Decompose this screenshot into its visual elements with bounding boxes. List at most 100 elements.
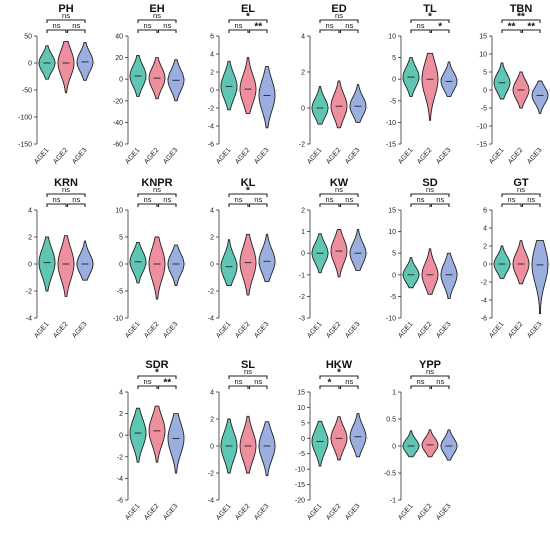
y-tick-label: 5 [392,55,396,62]
panel-title: KRN [54,177,78,189]
significance-label: ns [62,11,70,20]
x-tick-label: AGE2 [143,503,160,522]
violin-age1 [129,241,147,284]
x-tick-label: AGE1 [306,147,323,166]
y-tick-label: 4 [483,226,487,233]
y-tick-label: -2 [481,280,487,287]
y-tick-label: 0 [28,262,32,269]
violin-age3 [76,42,94,81]
y-tick-label: -5 [117,289,123,296]
violin-age1 [493,62,511,100]
violin-age2 [148,236,166,300]
significance-label: ns [426,367,434,376]
y-tick-label: 0 [119,262,123,269]
y-tick-label: -4 [208,498,214,505]
violin-age1 [220,239,238,287]
significance-bracket [430,385,450,389]
y-tick-label: -10 [113,316,123,323]
x-tick-label: AGE2 [143,147,160,166]
significance-bracket [319,385,340,389]
y-tick-label: 0 [210,444,214,451]
y-tick-label: 4 [119,390,123,397]
y-tick-label: 6 [210,34,214,41]
y-tick-label: 6 [483,208,487,215]
significance-bracket [66,29,86,33]
violin-age2 [239,233,257,296]
x-tick-label: AGE1 [397,503,414,522]
violin-age2 [421,248,439,295]
y-tick-label: 0.5 [386,417,396,424]
y-tick-label: -4 [208,124,214,131]
significance-bracket [501,19,541,23]
x-tick-label: AGE1 [488,321,505,340]
y-tick-label: 2 [28,235,32,242]
y-tick-label: 2 [210,417,214,424]
significance-label: ns [235,377,243,386]
significance-bracket [228,385,249,389]
y-tick-label: 0 [28,61,32,68]
x-tick-label: AGE2 [52,321,69,340]
significance-label: * [428,12,432,23]
significance-bracket [501,203,522,207]
violin-age1 [493,245,511,279]
panel-title: SL [241,359,255,371]
y-tick-label: -20 [295,498,305,505]
significance-bracket [501,29,522,33]
violin-age2 [421,52,439,121]
significance-label: ns [53,195,61,204]
violin-age1 [220,60,238,111]
panel-title: GT [513,177,529,189]
violin-age3 [349,228,367,271]
violin-age3 [531,80,549,114]
x-tick-label: AGE3 [526,147,543,166]
y-tick-label: -60 [113,142,123,149]
significance-bracket [501,193,541,197]
panel-title: EL [241,3,255,15]
significance-bracket [228,19,268,23]
y-tick-label: 2 [210,70,214,77]
violin-age3 [76,240,94,281]
significance-label: ** [254,22,262,33]
violin-age3 [167,413,185,474]
x-tick-label: AGE2 [416,147,433,166]
y-tick-label: 0 [119,433,123,440]
violin-age3 [440,252,458,300]
y-tick-label: 0 [392,77,396,84]
panel-title: YPP [419,359,441,371]
violin-age2 [239,57,257,114]
x-tick-label: AGE3 [344,321,361,340]
significance-bracket [66,203,86,207]
violin-age3 [349,84,367,123]
x-tick-label: AGE2 [325,503,342,522]
y-tick-label: -2 [26,289,32,296]
significance-bracket [137,29,158,33]
significance-bracket [137,19,177,23]
significance-bracket [228,375,268,379]
x-tick-label: AGE3 [435,503,452,522]
y-tick-label: 4 [210,52,214,59]
significance-label: ns [417,21,425,30]
significance-bracket [410,193,450,197]
significance-label: * [155,368,159,379]
significance-label: * [328,378,332,389]
x-tick-label: AGE1 [306,321,323,340]
x-tick-label: AGE1 [397,321,414,340]
x-tick-label: AGE2 [416,321,433,340]
y-tick-label: 15 [388,208,396,215]
violin-age3 [349,413,367,458]
x-tick-label: AGE1 [488,147,505,166]
x-tick-label: AGE2 [416,503,433,522]
significance-bracket [430,203,450,207]
y-tick-label: 5 [301,420,305,427]
y-tick-label: 2 [210,235,214,242]
x-tick-label: AGE2 [507,321,524,340]
violin-age3 [167,244,185,287]
y-tick-label: 0 [483,262,487,269]
significance-bracket [137,375,177,379]
y-tick-label: 0 [119,77,123,84]
y-tick-label: -3 [299,316,305,323]
y-tick-label: -20 [113,98,123,105]
